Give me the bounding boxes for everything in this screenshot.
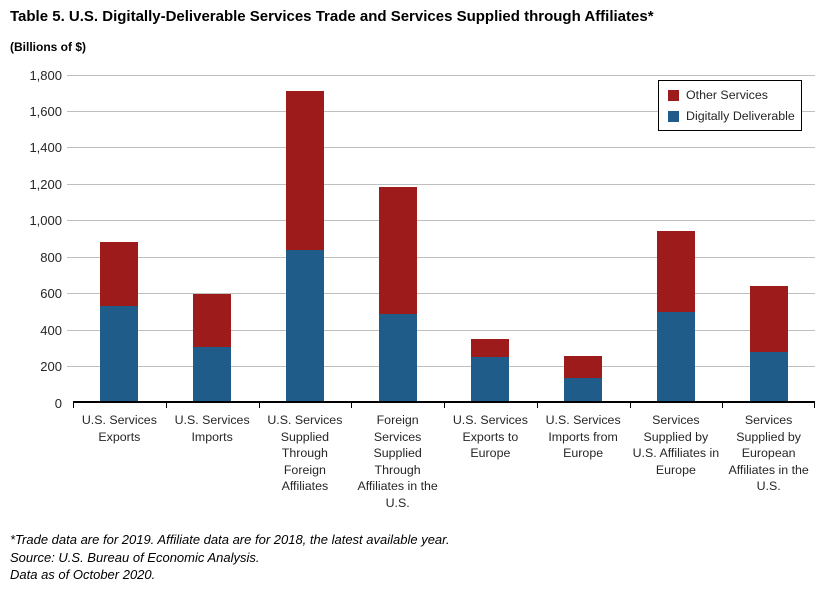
- gridline-1800: [67, 74, 815, 76]
- x-axis-labels: U.S. Services Exports U.S. Services Impor…: [73, 412, 815, 511]
- units-label: (Billions of $): [10, 40, 86, 54]
- y-tick-label-1600: 1,600: [29, 103, 62, 119]
- gridline-1200: [67, 183, 815, 185]
- x-category-label-7: Services Supplied by U.S. Affiliates in …: [632, 413, 720, 477]
- bar-7-other-services: [656, 230, 695, 313]
- x-category-label-6: U.S. Services Imports from Europe: [545, 413, 621, 460]
- footnote-trade-data: *Trade data are for 2019. Affiliate data…: [10, 532, 450, 547]
- gridline-200: [67, 366, 815, 368]
- legend-label-digitally-deliverable: Digitally Deliverable: [686, 109, 795, 123]
- bar-5-other-services: [471, 339, 510, 358]
- legend-label-other-services: Other Services: [686, 88, 768, 102]
- chart-title: Table 5. U.S. Digitally-Deliverable Serv…: [10, 8, 654, 25]
- x-axis-tick: [536, 403, 538, 408]
- legend: Other Services Digitally Deliverable: [658, 80, 802, 131]
- x-category-label-3: U.S. Services Supplied Through Foreign A…: [267, 413, 343, 493]
- gridline-1400: [67, 147, 815, 149]
- bar-3-other-services: [285, 91, 324, 250]
- x-category-label-4: Foreign Services Supplied Through Affili…: [357, 413, 438, 510]
- gridline-400: [67, 329, 815, 331]
- footnote-source: Source: U.S. Bureau of Economic Analysis…: [10, 549, 260, 565]
- x-category-label-2: U.S. Services Imports: [174, 413, 250, 444]
- bar-4-digitally-deliverable: [378, 314, 417, 401]
- x-axis-tick: [444, 403, 445, 408]
- bar-5-digitally-deliverable: [471, 357, 510, 401]
- legend-item-other-services: Other Services: [668, 88, 792, 102]
- x-category-label-8: Services Supplied by European Affiliates…: [728, 413, 809, 493]
- y-tick-label-0: 0: [54, 395, 62, 411]
- x-axis-tick: [351, 403, 353, 408]
- y-tick-label-1000: 1,000: [29, 213, 62, 229]
- footnote-data-as-of: Data as of October 2020.: [10, 567, 156, 582]
- y-tick-label-600: 600: [40, 286, 62, 302]
- footnotes: *Trade data are for 2019. Affiliate data…: [10, 531, 450, 584]
- plot-area: [67, 74, 815, 408]
- bar-6-other-services: [564, 356, 603, 379]
- gridline-800: [67, 256, 815, 258]
- digitally-deliverable-swatch-icon: [668, 110, 679, 122]
- y-tick-label-1200: 1,200: [29, 176, 62, 192]
- y-tick-label-1800: 1,800: [29, 67, 62, 83]
- bar-6-digitally-deliverable: [564, 378, 603, 401]
- bar-3-digitally-deliverable: [285, 249, 324, 401]
- x-category-label-5: U.S. Services Exports to Europe: [452, 413, 528, 460]
- x-axis-tick: [814, 403, 815, 408]
- bar-1-other-services: [100, 241, 139, 307]
- y-tick-label-200: 200: [40, 359, 62, 375]
- x-axis-tick: [629, 403, 631, 408]
- y-tick-label-400: 400: [40, 322, 62, 338]
- other-services-swatch-icon: [668, 89, 679, 101]
- bar-2-digitally-deliverable: [193, 347, 232, 401]
- bar-8-digitally-deliverable: [749, 351, 788, 401]
- x-axis-tick: [258, 403, 260, 408]
- bar-7-digitally-deliverable: [656, 312, 695, 401]
- x-category-label-1: U.S. Services Exports: [81, 413, 157, 444]
- gridline-600: [67, 293, 815, 295]
- x-axis-tick: [722, 403, 724, 408]
- x-axis-tick: [73, 403, 74, 408]
- gridline-1000: [67, 220, 815, 222]
- y-tick-label-1400: 1,400: [29, 140, 62, 156]
- bar-2-other-services: [193, 294, 232, 348]
- x-axis-tick: [165, 403, 167, 408]
- bar-4-other-services: [378, 186, 417, 315]
- gridline-1600: [67, 110, 815, 112]
- y-tick-label-800: 800: [40, 249, 62, 265]
- bar-1-digitally-deliverable: [100, 306, 139, 401]
- bar-8-other-services: [749, 285, 788, 352]
- legend-item-digitally-deliverable: Digitally Deliverable: [668, 109, 795, 123]
